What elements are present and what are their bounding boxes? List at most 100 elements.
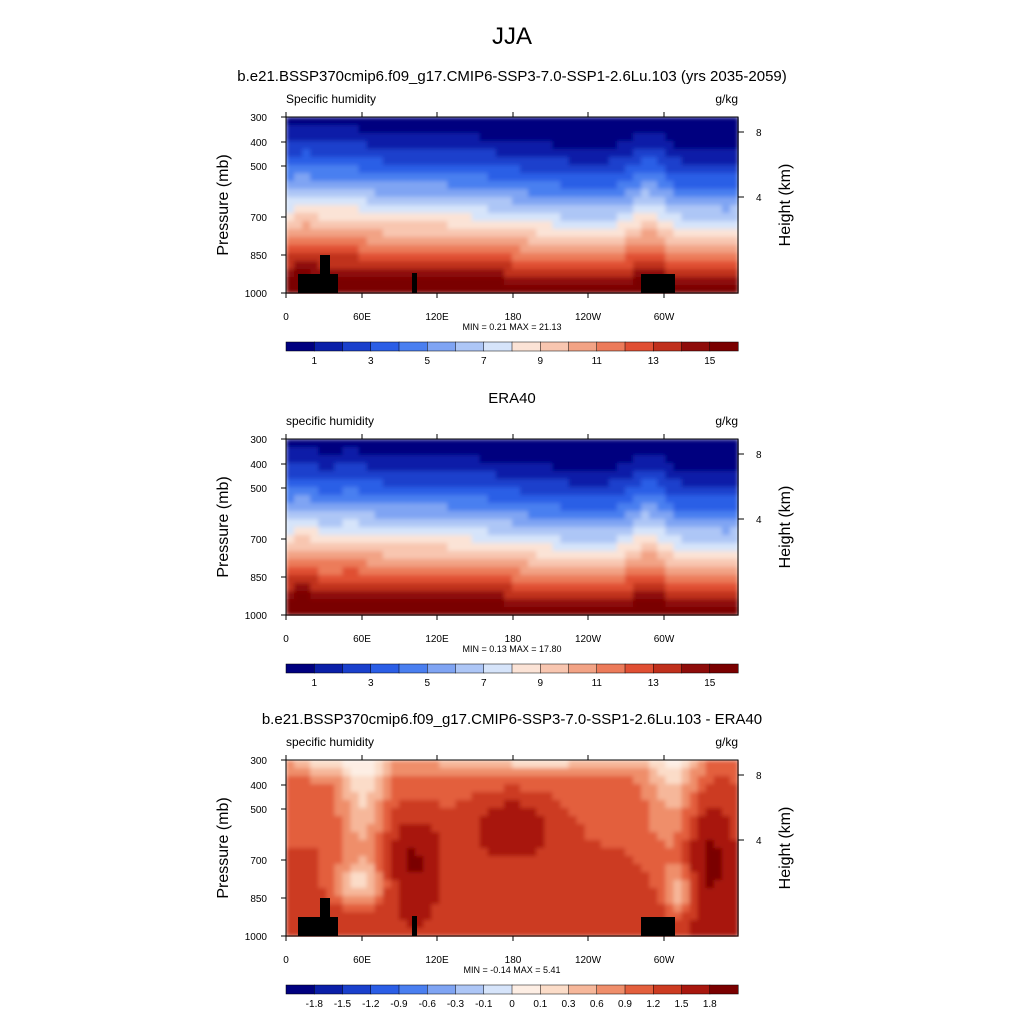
heatmap-cell	[673, 527, 683, 536]
heatmap-cell	[294, 599, 303, 608]
heatmap-cell	[512, 583, 521, 592]
heatmap-cell	[479, 856, 489, 865]
heatmap-cell	[649, 253, 658, 262]
heatmap-cell	[366, 117, 376, 126]
x-tick-label: 120W	[575, 955, 602, 966]
heatmap-cell	[721, 447, 731, 456]
heatmap-cell	[689, 575, 699, 584]
heatmap-cell	[423, 133, 432, 142]
heatmap-cell	[455, 213, 465, 222]
heatmap-cell	[495, 253, 505, 262]
heatmap-cell	[390, 575, 400, 584]
heatmap-cell	[447, 471, 457, 480]
heatmap-cell	[689, 880, 699, 889]
heatmap-cell	[520, 856, 529, 865]
heatmap-cell	[608, 237, 618, 246]
heatmap-cell	[415, 880, 424, 889]
heatmap-cell	[625, 599, 634, 608]
heatmap-cell	[673, 463, 683, 472]
heatmap-cell	[568, 599, 578, 608]
heatmap-cell	[713, 880, 723, 889]
heatmap-cell	[310, 776, 319, 785]
heatmap-cell	[318, 808, 327, 817]
heatmap-cell	[342, 904, 352, 913]
heatmap-cell	[665, 519, 675, 528]
heatmap-cell	[374, 832, 384, 841]
heatmap-cell	[342, 269, 352, 278]
heatmap-cell	[358, 479, 368, 488]
y-tick-label: 850	[250, 894, 267, 905]
heatmap-cell	[503, 583, 513, 592]
heatmap-cell	[407, 880, 416, 889]
heatmap-cell	[487, 800, 497, 809]
heatmap-cell	[326, 495, 336, 504]
heatmap-cell	[705, 880, 715, 889]
heatmap-cell	[326, 776, 336, 785]
heatmap-cell	[721, 495, 731, 504]
heatmap-cell	[560, 527, 570, 536]
terrain-block	[412, 273, 417, 293]
heatmap-cell	[294, 495, 303, 504]
heatmap-cell	[673, 824, 683, 833]
heatmap-cell	[689, 607, 699, 616]
heatmap-cell	[318, 848, 327, 857]
heatmap-cell	[390, 277, 400, 286]
heatmap-cell	[512, 237, 521, 246]
heatmap-cell	[697, 800, 707, 809]
heatmap-cell	[616, 511, 626, 520]
heatmap-cell	[536, 245, 545, 254]
heatmap-cell	[439, 253, 449, 262]
heatmap-cell	[294, 205, 303, 214]
heatmap-cell	[479, 511, 489, 520]
heatmap-cell	[641, 832, 650, 841]
heatmap-cell	[560, 221, 570, 230]
heatmap-cell	[584, 197, 594, 206]
heatmap-cell	[721, 920, 731, 929]
heatmap-cell	[390, 157, 400, 166]
heatmap-cell	[689, 784, 699, 793]
heatmap-cell	[689, 213, 699, 222]
heatmap-cell	[390, 559, 400, 568]
heatmap-cell	[447, 848, 457, 857]
heatmap-cell	[544, 487, 553, 496]
heatmap-cell	[536, 543, 545, 552]
heatmap-cell	[528, 277, 537, 286]
heatmap-cell	[536, 181, 545, 190]
heatmap-cell	[568, 792, 578, 801]
colorbar-label: -0.3	[447, 999, 465, 1010]
heatmap-cell	[286, 157, 295, 166]
heatmap-cell	[528, 583, 537, 592]
heatmap-cell	[439, 261, 449, 270]
heatmap-cell	[657, 543, 666, 552]
heatmap-cell	[616, 221, 626, 230]
heatmap-cell	[536, 840, 545, 849]
heatmap-cell	[512, 800, 521, 809]
heatmap-cell	[552, 864, 562, 873]
heatmap-cell	[705, 567, 715, 576]
heatmap-cell	[455, 205, 465, 214]
heatmap-cell	[697, 229, 707, 238]
heatmap-cell	[495, 149, 505, 158]
heatmap-cell	[334, 784, 344, 793]
heatmap-cell	[286, 133, 295, 142]
heatmap-cell	[439, 607, 449, 616]
heatmap-cell	[584, 471, 594, 480]
panels: b.e21.BSSP370cmip6.f09_g17.CMIP6-SSP3-7.…	[215, 68, 794, 1010]
heatmap-cell	[552, 487, 562, 496]
heatmap-cell	[697, 261, 707, 270]
heatmap-cell	[657, 824, 666, 833]
heatmap-cell	[681, 840, 691, 849]
heatmap-cell	[641, 205, 650, 214]
heatmap-cell	[423, 912, 432, 921]
heatmap-cell	[382, 197, 392, 206]
heatmap-cell	[616, 832, 626, 841]
heatmap-cell	[487, 872, 497, 881]
heatmap-cell	[705, 776, 715, 785]
heatmap-cell	[286, 848, 295, 857]
heatmap-cell	[625, 535, 634, 544]
heatmap-cell	[592, 872, 602, 881]
heatmap-cell	[641, 479, 650, 488]
heatmap-cell	[729, 245, 739, 254]
heatmap-cell	[431, 157, 440, 166]
heatmap-cell	[600, 920, 610, 929]
